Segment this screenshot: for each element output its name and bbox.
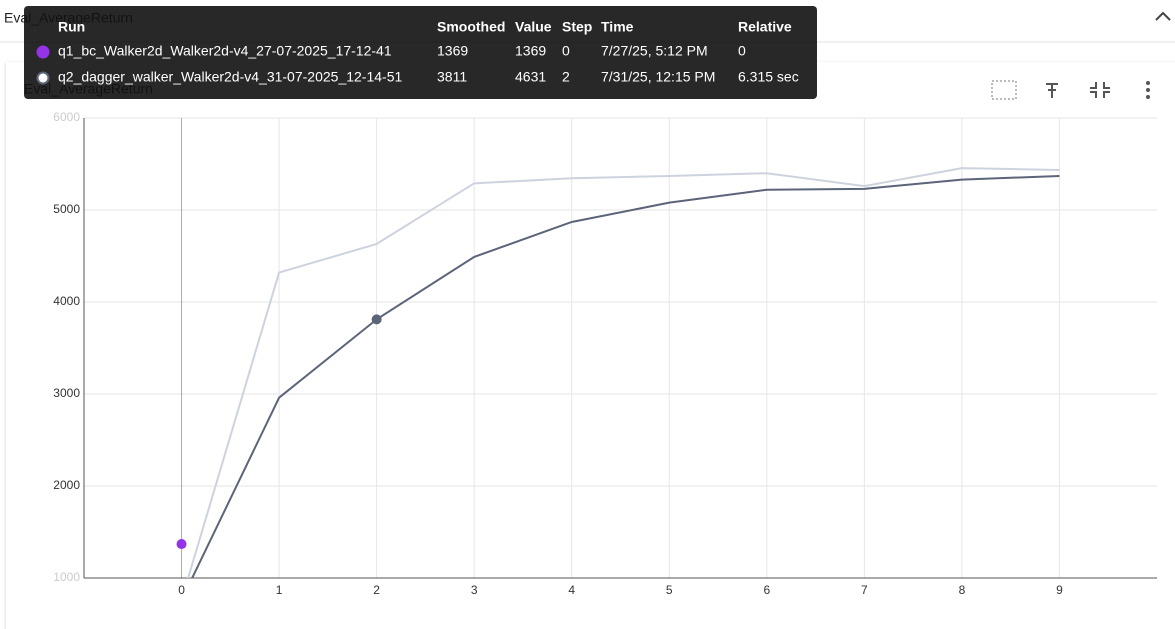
y-tick-label: 5000: [53, 202, 80, 216]
fit-domain-button[interactable]: [991, 80, 1017, 100]
y-tick-label: 4000: [53, 294, 80, 308]
tooltip-swatch: [36, 45, 50, 59]
collapse-button[interactable]: [1155, 11, 1171, 21]
tooltip-cell: 1369: [515, 43, 546, 59]
x-tick-label: 7: [861, 583, 868, 597]
tooltip-cell: 0: [738, 43, 746, 59]
collapse-view-button[interactable]: [1090, 82, 1110, 98]
y-tick-label: 1000: [53, 570, 80, 584]
x-tick-label: 5: [666, 583, 673, 597]
tooltip-swatch: [36, 71, 50, 85]
tooltip-box: [24, 6, 817, 99]
tooltip-cell: 7/27/25, 5:12 PM: [601, 43, 708, 59]
series-layer: [176, 167, 1060, 578]
more-button[interactable]: [1146, 81, 1150, 99]
tooltip-header: Value: [515, 19, 552, 35]
hover-point: [371, 314, 382, 325]
tooltip-header: Smoothed: [437, 19, 505, 35]
smoothed-line: [191, 174, 1060, 578]
tooltip-run: q1_bc_Walker2d_Walker2d-v4_27-07-2025_17…: [58, 43, 392, 59]
x-tick-label: 4: [568, 583, 575, 597]
x-tick-label: 8: [959, 583, 966, 597]
tooltip-cell: 1369: [437, 43, 468, 59]
tooltip-cell: 2: [562, 69, 570, 85]
tooltip-cell: 4631: [515, 69, 546, 85]
y-tick-label: 3000: [53, 386, 80, 400]
x-tick-label: 2: [373, 583, 380, 597]
tooltip-cell: 7/31/25, 12:15 PM: [601, 69, 715, 85]
x-tick-label: 3: [471, 583, 478, 597]
tooltip-cell: 3811: [437, 69, 467, 85]
tooltip-cell: 0: [562, 43, 570, 59]
toolbar: [991, 80, 1150, 100]
raw-line: [187, 167, 1060, 578]
tooltip-header: Time: [601, 19, 634, 35]
tooltip-cell: 6.315 sec: [738, 69, 799, 85]
x-tick-label: 6: [763, 583, 770, 597]
y-tick-label: 2000: [53, 478, 80, 492]
x-tick-label: 1: [276, 583, 283, 597]
tooltip-header: Step: [562, 19, 592, 35]
tooltip-header: Relative: [738, 19, 792, 35]
tooltip-run: q2_dagger_walker_Walker2d-v4_31-07-2025_…: [58, 69, 402, 85]
x-tick-label: 0: [178, 583, 185, 597]
y-tick-label: 6000: [53, 110, 80, 124]
pin-button[interactable]: [1046, 83, 1058, 98]
tooltip-header: Run: [58, 19, 85, 35]
x-tick-label: 9: [1056, 583, 1063, 597]
data-point: [176, 539, 187, 550]
